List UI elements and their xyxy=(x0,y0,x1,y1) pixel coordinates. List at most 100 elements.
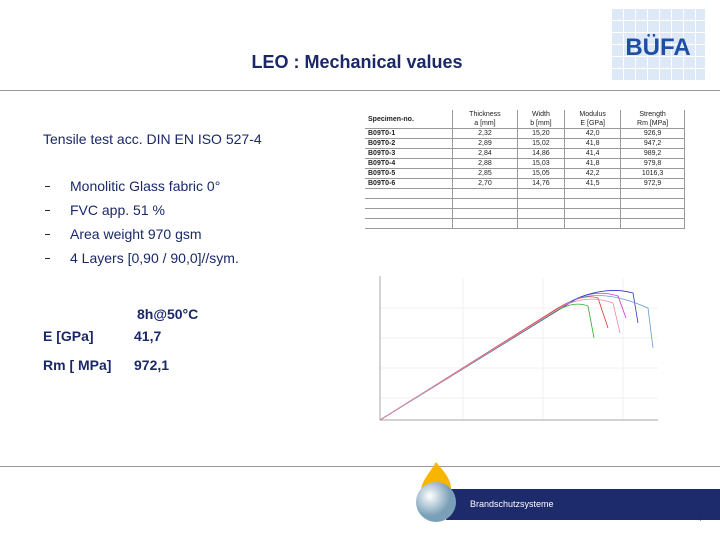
table-cell: 1016,3 xyxy=(620,168,685,179)
table-cell: 15,05 xyxy=(516,168,566,179)
empty-cell xyxy=(516,208,566,219)
table-cell: 2,32 xyxy=(452,128,518,139)
bullet-dash xyxy=(45,258,50,259)
column-header-text: Strength xyxy=(639,111,666,118)
page-number: 4 xyxy=(698,517,702,523)
empty-cell xyxy=(516,198,566,209)
table-row: B09T0-2 2,89 15,02 41,8 947,2 xyxy=(365,138,685,149)
table-cell: B09T0-3 xyxy=(365,148,454,159)
table-row: B09T0-5 2,85 15,05 42,2 1016,3 xyxy=(365,168,685,179)
empty-cell xyxy=(564,188,622,199)
column-header: Thickness a [mm] xyxy=(452,110,518,129)
bullet-dash xyxy=(45,186,50,187)
column-header-text: Width xyxy=(531,111,550,118)
bullet-text: Area weight 970 gsm xyxy=(70,226,202,242)
empty-cell xyxy=(516,218,566,229)
empty-cell xyxy=(620,218,685,229)
table-cell: 42,2 xyxy=(564,168,622,179)
table-cell: B09T0-4 xyxy=(365,158,454,169)
empty-cell xyxy=(365,188,454,199)
column-header: Strength Rm [MPa] xyxy=(620,110,685,129)
result-label: Rm [ MPa] xyxy=(43,357,112,373)
slide-title: LEO : Mechanical values xyxy=(251,52,463,72)
table-cell: 979,8 xyxy=(620,158,685,169)
table-cell: B09T0-2 xyxy=(365,138,454,149)
divider xyxy=(0,466,720,467)
footer-bar xyxy=(446,489,720,520)
empty-cell xyxy=(452,188,518,199)
table-cell: 15,20 xyxy=(516,128,566,139)
column-header: Modulus E [GPa] xyxy=(564,110,622,129)
table-cell: 41,8 xyxy=(564,138,622,149)
divider xyxy=(0,90,720,91)
empty-cell xyxy=(564,208,622,219)
column-header: Specimen-no. xyxy=(365,110,454,129)
table-cell: B09T0-5 xyxy=(365,168,454,179)
column-header-text: a [mm] xyxy=(474,120,496,127)
column-header-text: Rm [MPa] xyxy=(637,120,669,127)
table-cell: 947,2 xyxy=(620,138,685,149)
table-row: B09T0-6 2,70 14,76 41,5 972,9 xyxy=(365,178,685,189)
logo: BÜFA xyxy=(611,8,705,80)
empty-cell xyxy=(365,208,454,219)
column-header-text: Thickness xyxy=(469,111,501,118)
table-row: B09T0-4 2,88 15,03 41,8 979,8 xyxy=(365,158,685,169)
table-cell: 15,02 xyxy=(516,138,566,149)
stress-strain-chart xyxy=(379,276,658,421)
table-cell: 41,8 xyxy=(564,158,622,169)
table-cell: 2,88 xyxy=(452,158,518,169)
table-cell: 2,84 xyxy=(452,148,518,159)
column-header: Width b [mm] xyxy=(516,110,566,129)
table-cell: 14,76 xyxy=(516,178,566,189)
flame-globe-icon xyxy=(416,462,456,522)
table-row: B09T0-3 2,84 14,86 41,4 989,2 xyxy=(365,148,685,159)
logo-text: BÜFA xyxy=(625,34,691,61)
table-cell: B09T0-1 xyxy=(365,128,454,139)
empty-cell xyxy=(452,218,518,229)
bullet-dash xyxy=(45,210,50,211)
table-cell: 2,70 xyxy=(452,178,518,189)
table-cell: 42,0 xyxy=(564,128,622,139)
empty-cell xyxy=(516,188,566,199)
bullet-dash xyxy=(45,234,50,235)
empty-cell xyxy=(620,188,685,199)
empty-cell xyxy=(452,198,518,209)
empty-row xyxy=(365,218,685,229)
column-header-text: b [mm] xyxy=(530,120,552,127)
table-cell: 926,9 xyxy=(620,128,685,139)
empty-cell xyxy=(564,218,622,229)
table-row: B09T0-1 2,32 15,20 42,0 926,9 xyxy=(365,128,685,139)
result-label: E [GPa] xyxy=(43,328,94,344)
result-value: 41,7 xyxy=(134,328,162,344)
bullet-text: FVC app. 51 % xyxy=(70,202,165,218)
table-cell: 14,86 xyxy=(516,148,566,159)
empty-row xyxy=(365,208,685,219)
table-cell: B09T0-6 xyxy=(365,178,454,189)
specimen-table: Specimen-no. Thickness a [mm] Width b [mm] Mo… xyxy=(365,110,685,229)
empty-cell xyxy=(365,218,454,229)
empty-cell xyxy=(620,198,685,209)
table-cell: 41,5 xyxy=(564,178,622,189)
empty-cell xyxy=(620,208,685,219)
table-cell: 2,85 xyxy=(452,168,518,179)
column-header-text: E [GPa] xyxy=(580,120,605,127)
empty-row xyxy=(365,188,685,199)
table-cell: 972,9 xyxy=(620,178,685,189)
table-cell: 2,89 xyxy=(452,138,518,149)
table-cell: 989,2 xyxy=(620,148,685,159)
column-header-text: Modulus xyxy=(579,111,606,118)
bullet-text: 4 Layers [0,90 / 90,0]//sym. xyxy=(70,250,239,266)
table-cell: 41,4 xyxy=(564,148,622,159)
empty-cell xyxy=(365,198,454,209)
empty-cell xyxy=(564,198,622,209)
condition: 8h@50°C xyxy=(137,306,199,322)
column-header-text: Specimen-no. xyxy=(368,115,414,123)
intro: Tensile test acc. DIN EN ISO 527-4 xyxy=(43,131,262,147)
empty-cell xyxy=(452,208,518,219)
bullet-text: Monolitic Glass fabric 0° xyxy=(70,178,221,194)
table-cell: 15,03 xyxy=(516,158,566,169)
result-value: 972,1 xyxy=(134,357,170,373)
footer-brand: Brandschutzsysteme xyxy=(470,499,554,509)
header-row: Specimen-no. Thickness a [mm] Width b [mm] Mo… xyxy=(365,110,685,129)
